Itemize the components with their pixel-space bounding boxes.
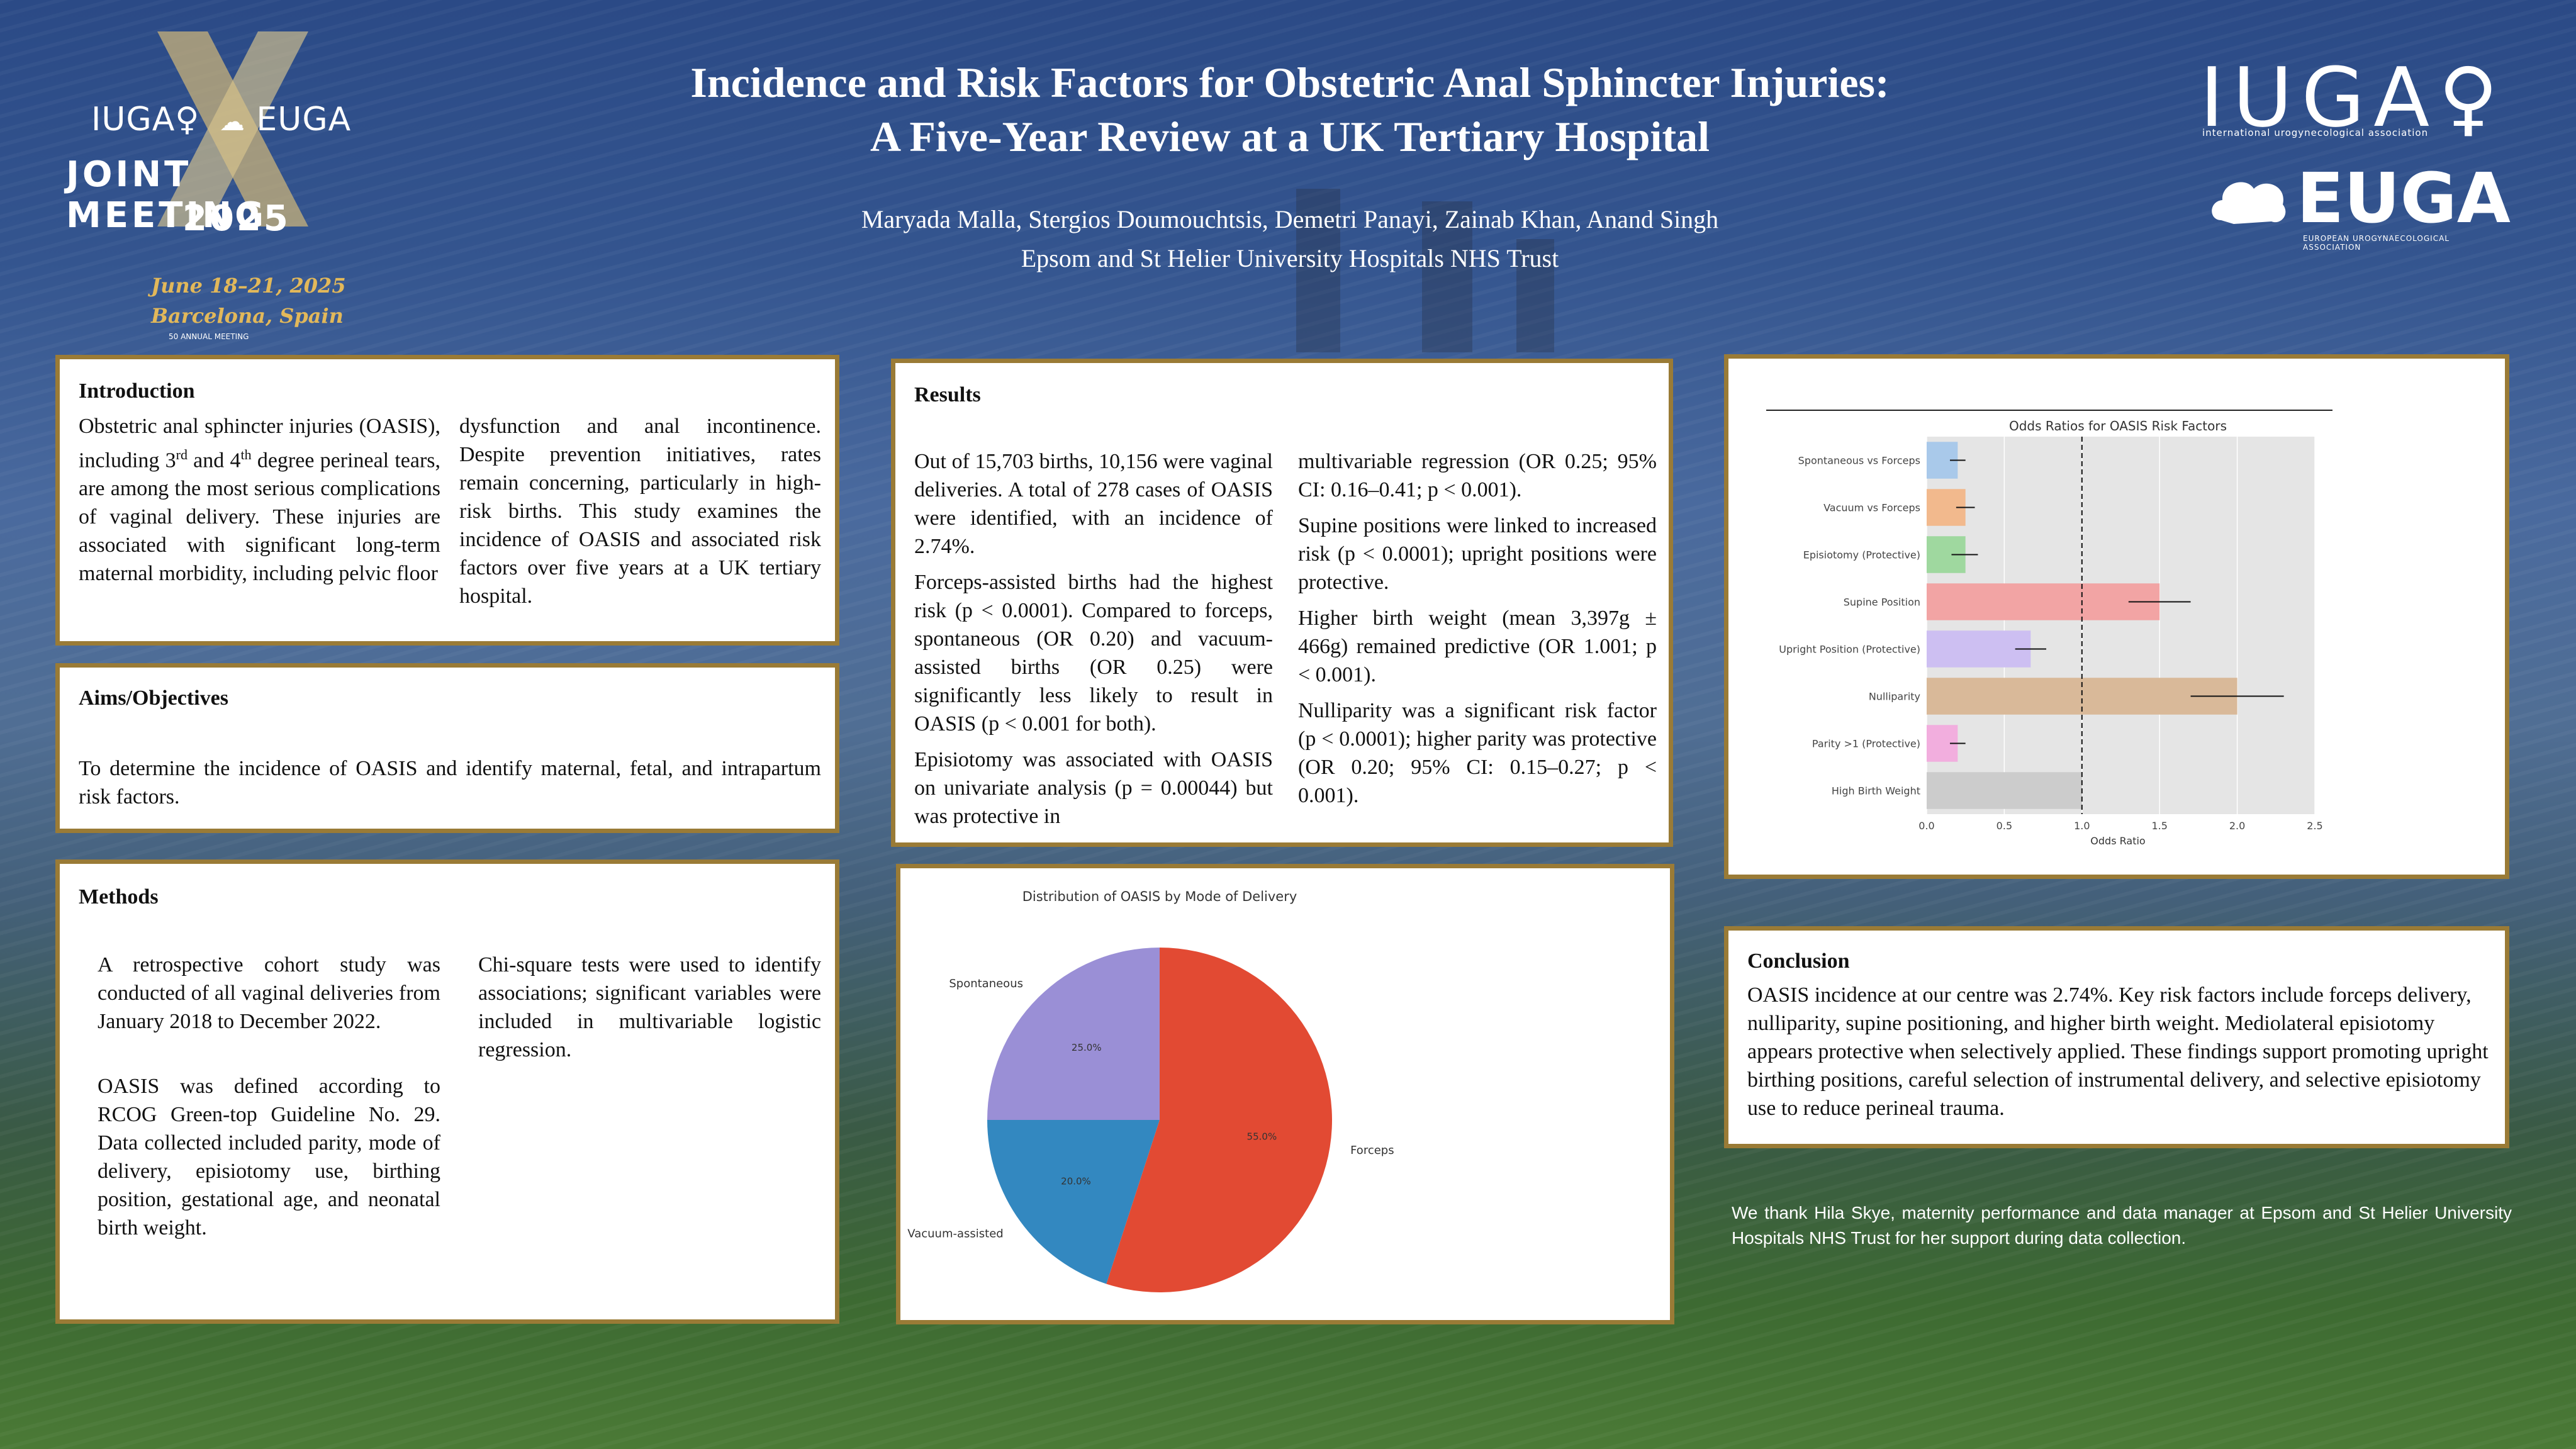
pie-chart-title: Distribution of OASIS by Mode of Deliver… xyxy=(1022,889,1297,904)
logo-dates: June 18–21, 2025 xyxy=(151,274,346,298)
x-tick-label: 1.5 xyxy=(2151,820,2167,832)
odds-ratio-x-label: Odds Ratio xyxy=(2090,835,2145,847)
y-category-label: Parity >1 (Protective) xyxy=(1812,738,1920,750)
logo-location: Barcelona, Spain xyxy=(151,304,344,328)
poster-title: Incidence and Risk Factors for Obstetric… xyxy=(585,55,1995,164)
pie-slice-forceps xyxy=(1106,948,1333,1292)
results-heading: Results xyxy=(914,383,981,406)
logo-iuga-text: IUGA♀ xyxy=(91,101,200,138)
pie-percent-label: 25.0% xyxy=(1072,1042,1102,1053)
methods-paragraph: A retrospective cohort study was conduct… xyxy=(98,953,440,1033)
results-paragraph: multivariable regression (OR 0.25; 95% C… xyxy=(1298,450,1657,501)
conclusion-heading: Conclusion xyxy=(1747,949,1850,973)
x-tick-label: 0.5 xyxy=(1996,820,2012,832)
conclusion-panel: Conclusion OASIS incidence at our centre… xyxy=(1724,926,2509,1148)
pie-chart: Distribution of OASIS by Mode of Deliver… xyxy=(907,889,1394,1292)
affiliation: Epsom and St Helier University Hospitals… xyxy=(1021,244,1559,272)
joint-meeting-logo: IUGA♀ ☁ EUGA JOINT MEETING 2025 June 18–… xyxy=(63,25,403,341)
results-paragraph: Nulliparity was a significant risk facto… xyxy=(1298,699,1657,807)
results-paragraph: Out of 15,703 births, 10,156 were vagina… xyxy=(914,450,1273,558)
euga-subtitle: EUROPEAN UROGYNAECOLOGICAL ASSOCIATION xyxy=(2303,234,2450,252)
introduction-heading: Introduction xyxy=(79,379,195,403)
odds-ratio-bar xyxy=(1927,630,2031,668)
methods-paragraph: Chi-square tests were used to identify a… xyxy=(478,953,821,1061)
odds-ratio-chart: Odds Ratios for OASIS Risk Factors 0.0 0.… xyxy=(1766,410,2332,847)
title-line-2: A Five-Year Review at a UK Tertiary Hosp… xyxy=(870,113,1710,160)
introduction-text-b: and 4 xyxy=(187,449,241,473)
x-tick-label: 2.5 xyxy=(2307,820,2322,832)
aims-text: To determine the incidence of OASIS and … xyxy=(79,757,821,808)
y-category-label: Nulliparity xyxy=(1869,691,1920,703)
aims-panel: Aims/Objectives To determine the inciden… xyxy=(55,663,839,833)
introduction-text-c: degree perineal tears, are among the mos… xyxy=(79,449,440,586)
iuga-subtitle: international urogynecological associati… xyxy=(2202,127,2429,138)
pie-category-label: Spontaneous xyxy=(949,977,1023,990)
y-category-label: Upright Position (Protective) xyxy=(1779,644,1920,656)
title-line-1: Incidence and Risk Factors for Obstetric… xyxy=(690,59,1890,106)
results-paragraph: Forceps-assisted births had the highest … xyxy=(914,571,1273,736)
pie-percent-label: 20.0% xyxy=(1061,1176,1091,1187)
x-tick-label: 1.0 xyxy=(2074,820,2090,832)
pie-category-label: Vacuum-assisted xyxy=(907,1227,1003,1240)
y-category-label: High Birth Weight xyxy=(1832,785,1920,797)
y-category-label: Vacuum vs Forceps xyxy=(1823,502,1920,514)
cloud-icon: ☁ xyxy=(219,108,245,137)
methods-panel: Methods A retrospective cohort study was… xyxy=(55,859,839,1324)
odds-ratio-chart-panel: Odds Ratios for OASIS Risk Factors 0.0 0.… xyxy=(1724,354,2509,879)
results-col-1: Out of 15,703 births, 10,156 were vagina… xyxy=(914,447,1273,838)
x-tick-label: 0.0 xyxy=(1918,820,1934,832)
methods-paragraph: OASIS was defined according to RCOG Gree… xyxy=(98,1075,440,1239)
aims-heading: Aims/Objectives xyxy=(79,686,228,710)
euga-cloud-icon xyxy=(2212,182,2286,224)
superscript-th: th xyxy=(240,447,252,462)
methods-col-1: A retrospective cohort study was conduct… xyxy=(98,951,440,1250)
y-category-label: Episiotomy (Protective) xyxy=(1803,549,1920,561)
methods-heading: Methods xyxy=(79,885,159,909)
introduction-text-a: Obstetric anal sphincter injuries (OASIS… xyxy=(79,415,440,473)
introduction-col-2: dysfunction and anal incontinence. Despi… xyxy=(459,415,821,608)
methods-col-2: Chi-square tests were used to identify a… xyxy=(478,951,821,1071)
pie-slice-spontaneous xyxy=(987,948,1160,1120)
iuga-logo-text: IUGA♀ xyxy=(2200,50,2507,145)
results-paragraph: Supine positions were linked to increase… xyxy=(1298,514,1657,594)
x-tick-label: 2.0 xyxy=(2229,820,2245,832)
logo-euga-text: EUGA xyxy=(256,101,352,138)
logo-anniversary: 50 ANNUAL MEETING xyxy=(169,332,249,341)
pie-chart-panel: Distribution of OASIS by Mode of Deliver… xyxy=(896,864,1674,1324)
logo-year: 2025 xyxy=(182,198,291,239)
euga-logo-text: EUGA xyxy=(2297,158,2511,238)
pie-slice-vacuum-assisted xyxy=(987,1120,1160,1284)
logo-dates-block: June 18–21, 2025 Barcelona, Spain xyxy=(151,271,346,331)
background-spire xyxy=(1422,201,1472,352)
results-col-2: multivariable regression (OR 0.25; 95% C… xyxy=(1298,447,1657,817)
y-category-label: Spontaneous vs Forceps xyxy=(1798,455,1920,467)
plot-area xyxy=(1927,437,2315,814)
acknowledgement: We thank Hila Skye, maternity performanc… xyxy=(1732,1203,2512,1248)
logo-brands: IUGA♀ ☁ EUGA xyxy=(91,101,351,138)
iuga-euga-logo: IUGA♀ international urogynecological ass… xyxy=(2196,57,2511,264)
x-mark-icon xyxy=(157,31,308,227)
author-block: Maryada Malla, Stergios Doumouchtsis, De… xyxy=(585,200,1995,278)
logo-meeting: JOINT MEETING xyxy=(66,154,267,236)
conclusion-text: OASIS incidence at our centre was 2.74%.… xyxy=(1747,983,2489,1120)
results-paragraph: Higher birth weight (mean 3,397g ± 466g)… xyxy=(1298,607,1657,686)
results-paragraph: Episiotomy was associated with OASIS on … xyxy=(914,748,1273,828)
authors: Maryada Malla, Stergios Doumouchtsis, De… xyxy=(861,205,1719,233)
odds-ratio-bar xyxy=(1927,583,2160,620)
pie-category-label: Forceps xyxy=(1350,1144,1394,1157)
results-panel: Results Out of 15,703 births, 10,156 wer… xyxy=(891,359,1673,847)
introduction-panel: Introduction Obstetric anal sphincter in… xyxy=(55,355,839,646)
odds-ratio-bar xyxy=(1927,772,2083,809)
y-category-label: Supine Position xyxy=(1844,596,1920,608)
odds-ratio-chart-title: Odds Ratios for OASIS Risk Factors xyxy=(2009,418,2227,434)
background-spire xyxy=(1296,189,1340,352)
pie-percent-label: 55.0% xyxy=(1247,1131,1277,1143)
superscript-rd: rd xyxy=(176,447,188,462)
introduction-col-1: Obstetric anal sphincter injuries (OASIS… xyxy=(79,412,440,588)
background-spire xyxy=(1516,239,1554,352)
